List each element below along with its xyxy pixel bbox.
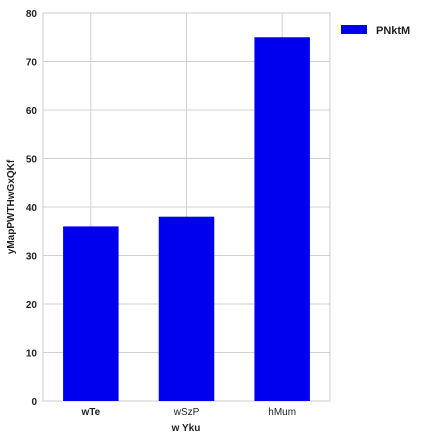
y-tick-label: 10 (26, 349, 38, 360)
bar-wszp (158, 216, 215, 401)
y-tick-labels: 0 10 20 30 40 50 60 70 80 (26, 9, 38, 408)
bar-hmum (254, 37, 310, 401)
x-tick-label-wszp: wSzP (173, 407, 200, 418)
x-tick-labels: wTe wSzP hMum (80, 407, 296, 418)
x-tick-label-hmum: hMum (268, 407, 296, 418)
x-tick-label-wte: wTe (80, 407, 100, 418)
x-axis-label: w Yku (171, 423, 201, 434)
legend-label-pnktm: PNktM (376, 25, 410, 37)
y-tick-label: 30 (26, 252, 38, 263)
bars (63, 37, 310, 401)
legend: PNktM (341, 25, 410, 37)
legend-swatch-pnktm (341, 25, 367, 34)
y-tick-label: 20 (26, 300, 38, 311)
y-tick-label: 50 (26, 155, 38, 166)
y-tick-label: 40 (26, 203, 38, 214)
bar-wte (63, 226, 119, 401)
y-tick-label: 80 (26, 9, 38, 20)
y-tick-label: 0 (31, 397, 37, 408)
y-tick-label: 60 (26, 106, 38, 117)
y-tick-label: 70 (26, 58, 38, 69)
y-axis-label: yMapPWTHwGxQKf (6, 159, 17, 254)
